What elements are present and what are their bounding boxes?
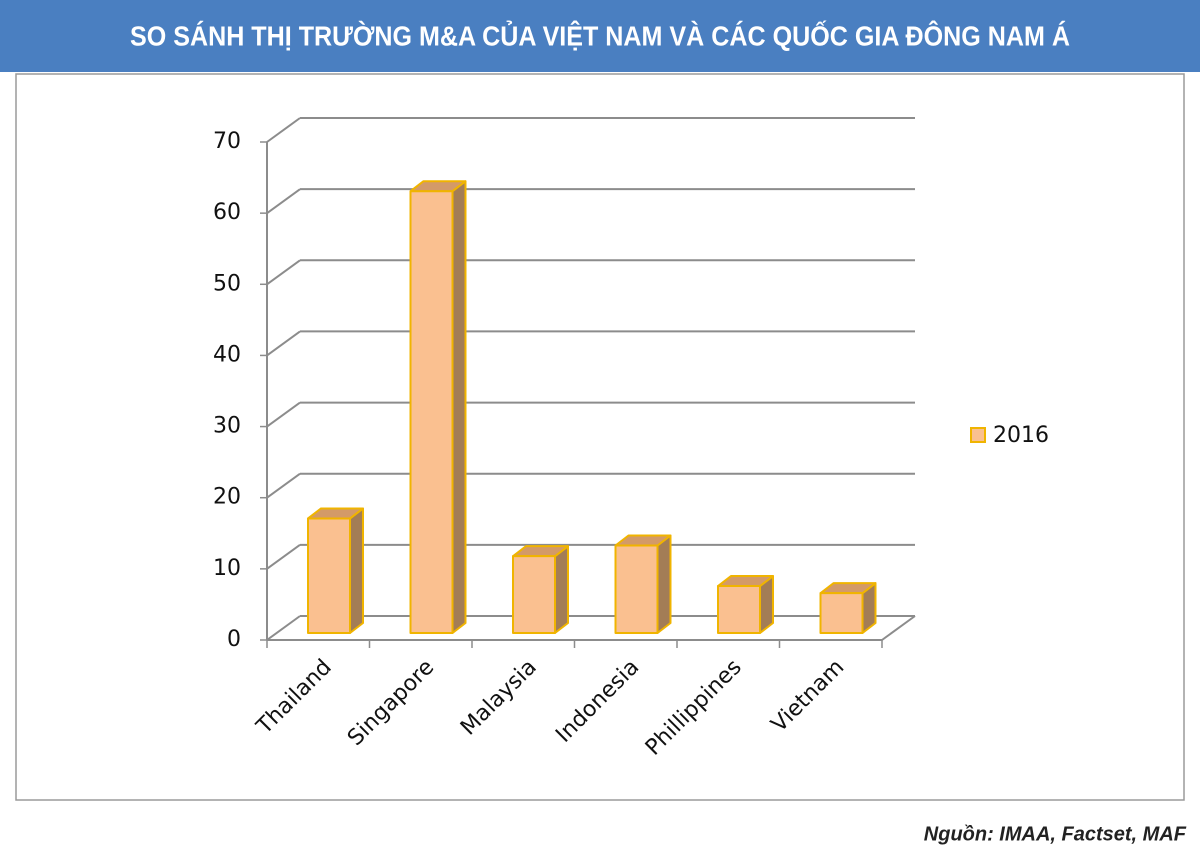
bar-front (614, 544, 659, 634)
chart-title: SO SÁNH THỊ TRƯỜNG M&A CỦA VIỆT NAM VÀ C… (130, 19, 1070, 51)
chart-frame (15, 73, 1185, 801)
grid-line (266, 188, 301, 214)
bar-side (656, 534, 672, 634)
x-axis (881, 615, 916, 641)
y-tick-label: 30 (213, 414, 241, 439)
grid-line (266, 472, 301, 499)
x-tick-label: Singapore (343, 655, 439, 751)
source-note: Nguồn: IMAA, Factset, MAF (924, 823, 1187, 845)
y-tick-label: 20 (213, 485, 241, 510)
grid-line (266, 117, 301, 143)
grid-line (266, 259, 301, 286)
grid-line (266, 330, 301, 357)
bar (614, 534, 672, 634)
x-tick-label: Phillippines (641, 655, 747, 761)
bar-front (717, 585, 761, 634)
y-tick-label: 70 (213, 129, 241, 154)
x-tick-label: Indonesia (551, 655, 644, 748)
legend-swatch (970, 427, 986, 443)
y-tick-label: 40 (213, 342, 241, 367)
grid-line (266, 544, 301, 570)
bar-front (512, 555, 556, 634)
bar (819, 582, 877, 634)
title-bar (0, 0, 1200, 72)
y-tick-label: 50 (213, 271, 241, 296)
bar-front (819, 592, 864, 634)
grid-line (266, 615, 301, 641)
bar-side (554, 545, 569, 634)
bar (307, 507, 364, 634)
bar (409, 180, 467, 634)
bar-side (451, 180, 467, 634)
grid-line (266, 401, 301, 428)
x-tick-label: Vietnam (767, 655, 850, 738)
y-tick-label: 10 (213, 556, 241, 581)
legend-label: 2016 (993, 423, 1049, 448)
bar-front (409, 190, 454, 634)
bar (717, 575, 774, 634)
x-tick-label: Thailand (252, 655, 337, 740)
bar-front (307, 517, 351, 634)
bar (512, 545, 569, 634)
bar-side (349, 507, 364, 634)
y-tick-label: 0 (227, 627, 241, 652)
x-tick-label: Malaysia (456, 655, 542, 741)
y-tick-label: 60 (213, 200, 241, 225)
